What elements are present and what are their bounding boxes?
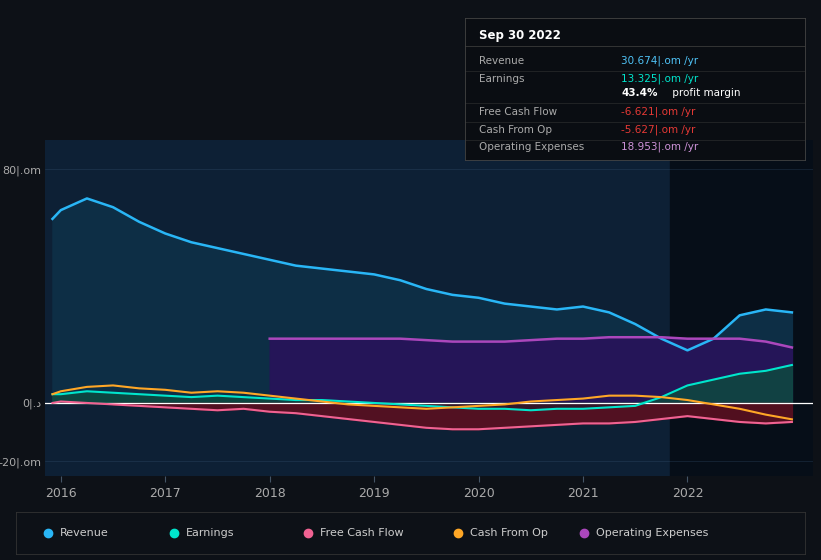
Text: Cash From Op: Cash From Op [479,125,552,135]
Text: Free Cash Flow: Free Cash Flow [320,529,403,538]
Text: Free Cash Flow: Free Cash Flow [479,107,557,116]
Text: 13.325|.om /yr: 13.325|.om /yr [621,74,699,85]
Text: Earnings: Earnings [479,74,524,84]
Text: -6.621|.om /yr: -6.621|.om /yr [621,106,695,117]
Bar [670,140,813,476]
Text: Operating Expenses: Operating Expenses [596,529,708,538]
Text: Revenue: Revenue [479,55,524,66]
Text: 43.4%: 43.4% [621,88,658,98]
Text: 18.953|.om /yr: 18.953|.om /yr [621,142,699,152]
Text: -5.627|.om /yr: -5.627|.om /yr [621,125,695,136]
Text: profit margin: profit margin [669,88,741,98]
Text: 30.674|.om /yr: 30.674|.om /yr [621,55,699,66]
Text: Cash From Op: Cash From Op [470,529,548,538]
Text: Sep 30 2022: Sep 30 2022 [479,29,561,41]
Text: Operating Expenses: Operating Expenses [479,142,584,152]
Text: Earnings: Earnings [186,529,234,538]
Text: Revenue: Revenue [60,529,108,538]
